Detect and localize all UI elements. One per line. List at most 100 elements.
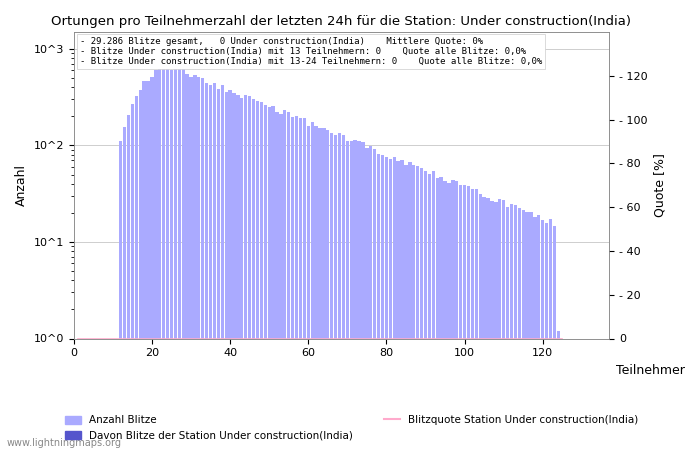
Bar <box>358 141 360 450</box>
Bar <box>553 226 556 450</box>
Bar <box>373 148 377 450</box>
Bar <box>252 99 256 450</box>
Text: www.lightningmaps.org: www.lightningmaps.org <box>7 438 122 448</box>
Bar <box>209 86 212 450</box>
Bar <box>197 77 200 450</box>
Bar <box>365 148 368 450</box>
Bar <box>455 181 458 450</box>
Bar <box>396 161 400 450</box>
Bar <box>264 105 267 450</box>
Bar <box>526 212 528 450</box>
Bar <box>248 96 251 450</box>
Bar <box>272 106 274 450</box>
Bar <box>432 171 435 450</box>
Bar <box>514 205 517 450</box>
Bar <box>561 338 564 450</box>
Bar <box>400 160 404 450</box>
Y-axis label: Quote [%]: Quote [%] <box>653 153 666 217</box>
Bar <box>225 92 228 450</box>
Bar <box>139 90 142 450</box>
Text: Teilnehmer: Teilnehmer <box>616 364 685 377</box>
Bar <box>467 186 470 450</box>
Bar <box>232 93 236 450</box>
Bar <box>287 112 290 450</box>
Bar <box>201 78 204 450</box>
Bar <box>217 90 220 450</box>
Bar <box>299 118 302 450</box>
Bar <box>354 140 357 450</box>
Bar <box>181 69 185 450</box>
Bar <box>158 64 162 450</box>
Legend: Anzahl Blitze, Davon Blitze der Station Under construction(India), Blitzquote St: Anzahl Blitze, Davon Blitze der Station … <box>61 411 643 445</box>
Bar <box>537 215 540 450</box>
Bar <box>275 112 279 450</box>
Bar <box>342 135 345 450</box>
Bar <box>447 183 451 450</box>
Bar <box>541 220 545 450</box>
Bar <box>240 98 244 450</box>
Bar <box>549 219 552 450</box>
Bar <box>522 211 525 450</box>
Bar <box>385 157 388 450</box>
Bar <box>369 146 372 450</box>
Bar <box>486 198 490 450</box>
Bar <box>494 202 498 450</box>
Bar <box>228 90 232 450</box>
Bar <box>127 115 130 450</box>
Bar <box>452 180 454 450</box>
Bar <box>420 168 424 450</box>
Bar <box>517 207 521 450</box>
Bar <box>302 118 306 450</box>
Bar <box>326 130 330 450</box>
Bar <box>475 189 478 450</box>
Bar <box>393 157 396 450</box>
Bar <box>170 70 173 450</box>
Bar <box>119 141 122 450</box>
Bar <box>349 141 353 450</box>
Bar <box>143 81 146 450</box>
Bar <box>134 96 138 450</box>
Bar <box>470 189 474 450</box>
Bar <box>178 69 181 450</box>
Bar <box>510 204 513 450</box>
Bar <box>146 81 150 450</box>
Bar <box>213 83 216 450</box>
Bar <box>556 331 560 450</box>
Bar <box>131 104 134 450</box>
Bar <box>186 74 189 450</box>
Bar <box>459 185 462 450</box>
Bar <box>545 223 548 450</box>
Bar <box>440 177 443 450</box>
Bar <box>416 166 419 450</box>
Bar <box>346 141 349 450</box>
Bar <box>318 128 321 450</box>
Bar <box>435 178 439 450</box>
Bar <box>220 85 224 450</box>
Bar <box>502 200 505 450</box>
Bar <box>154 70 158 450</box>
Bar <box>389 159 392 450</box>
Bar <box>284 110 286 450</box>
Bar <box>244 95 247 450</box>
Bar <box>237 95 239 450</box>
Bar <box>424 171 427 450</box>
Text: - 29.286 Blitze gesamt,   0 Under construction(India)    Mittlere Quote: 0%
- Bl: - 29.286 Blitze gesamt, 0 Under construc… <box>80 36 542 66</box>
Bar <box>428 174 431 450</box>
Bar <box>498 199 501 450</box>
Bar <box>377 154 380 450</box>
Bar <box>443 181 447 450</box>
Bar <box>123 127 126 450</box>
Bar <box>479 194 482 450</box>
Bar <box>260 102 263 450</box>
Bar <box>361 142 365 450</box>
Bar <box>506 207 509 450</box>
Bar <box>291 117 294 450</box>
Bar <box>166 63 169 450</box>
Bar <box>295 116 298 450</box>
Bar <box>193 75 197 450</box>
Bar <box>307 126 310 450</box>
Bar <box>256 101 259 450</box>
Bar <box>267 107 271 450</box>
Bar <box>205 83 209 450</box>
Bar <box>330 133 333 450</box>
